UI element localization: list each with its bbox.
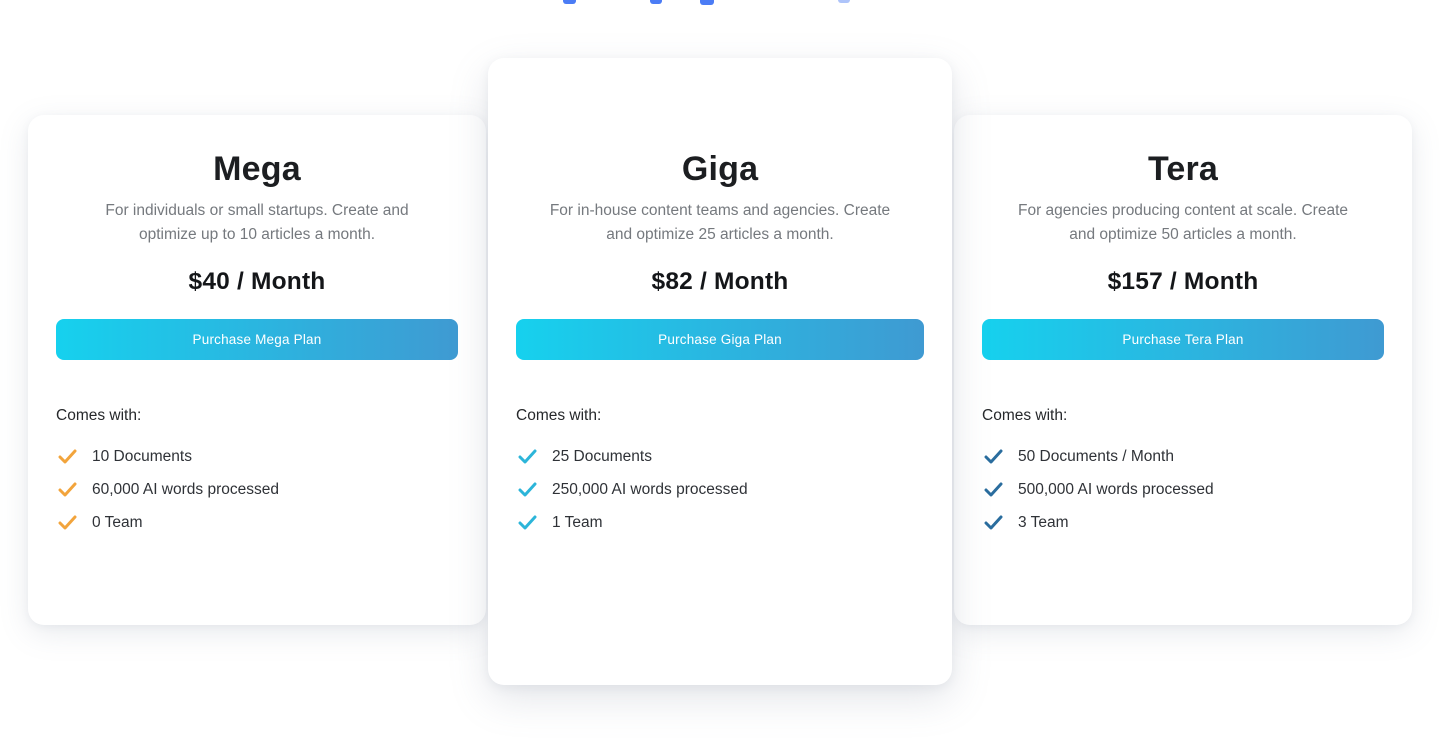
checkmark-icon: [58, 449, 77, 464]
plan-description: For in-house content teams and agencies.…: [549, 202, 891, 243]
feature-text: 60,000 AI words processed: [92, 480, 279, 498]
list-item: 10 Documents: [56, 440, 458, 473]
feature-text: 250,000 AI words processed: [552, 480, 748, 498]
plan-title: Giga: [681, 150, 759, 188]
price-amount: $40: [188, 268, 230, 295]
plan-price: $82 / Month: [516, 267, 924, 297]
list-item: 0 Team: [56, 506, 458, 539]
list-item: 25 Documents: [516, 440, 924, 473]
purchase-tera-plan-button[interactable]: Purchase Tera Plan: [982, 319, 1384, 360]
checkmark-icon: [58, 515, 77, 530]
plan-title: Mega: [213, 150, 301, 188]
feature-text: 25 Documents: [552, 447, 652, 465]
checkmark-icon: [984, 449, 1003, 464]
price-amount: $82: [651, 268, 693, 295]
plan-description: For agencies producing content at scale.…: [1018, 202, 1348, 243]
plan-price: $157/ Month: [982, 267, 1384, 297]
feature-list: 25 Documents 250,000 AI words processed …: [516, 440, 924, 539]
feature-text: 1 Team: [552, 513, 603, 531]
plan-price: $40 / Month: [56, 267, 458, 297]
feature-list: 50 Documents / Month 500,000 AI words pr…: [982, 440, 1384, 539]
comes-with-label: Comes with:: [982, 407, 1068, 424]
checkmark-icon: [518, 449, 537, 464]
cropped-heading-fragment: [563, 0, 576, 4]
cropped-heading-fragment: [838, 0, 850, 3]
list-item: 3 Team: [982, 506, 1384, 539]
comes-with-label: Comes with:: [516, 407, 602, 424]
feature-text: 0 Team: [92, 513, 143, 531]
feature-text: 3 Team: [1018, 513, 1069, 531]
cropped-heading-fragment: [700, 0, 714, 5]
plan-title: Tera: [1147, 150, 1219, 188]
price-amount: $157: [1107, 268, 1163, 295]
price-period: / Month: [237, 268, 326, 295]
plan-description: For individuals or small startups. Creat…: [105, 202, 409, 243]
checkmark-icon: [518, 515, 537, 530]
list-item: 60,000 AI words processed: [56, 473, 458, 506]
feature-list: 10 Documents 60,000 AI words processed 0…: [56, 440, 458, 539]
price-period: / Month: [1169, 268, 1259, 295]
cropped-heading-fragment: [650, 0, 662, 4]
purchase-giga-plan-button[interactable]: Purchase Giga Plan: [516, 319, 924, 360]
list-item: 50 Documents / Month: [982, 440, 1384, 473]
pricing-card-giga: Giga For in-house content teams and agen…: [488, 58, 952, 685]
checkmark-icon: [984, 482, 1003, 497]
comes-with-label: Comes with:: [56, 407, 142, 424]
pricing-card-tera: Tera For agencies producing content at s…: [954, 115, 1412, 625]
checkmark-icon: [58, 482, 77, 497]
feature-text: 500,000 AI words processed: [1018, 480, 1214, 498]
checkmark-icon: [984, 515, 1003, 530]
purchase-mega-plan-button[interactable]: Purchase Mega Plan: [56, 319, 458, 360]
feature-text: 10 Documents: [92, 447, 192, 465]
checkmark-icon: [518, 482, 537, 497]
list-item: 500,000 AI words processed: [982, 473, 1384, 506]
list-item: 1 Team: [516, 506, 924, 539]
pricing-card-mega: Mega For individuals or small startups. …: [28, 115, 486, 625]
feature-text: 50 Documents / Month: [1018, 447, 1174, 465]
price-period: / Month: [700, 268, 789, 295]
list-item: 250,000 AI words processed: [516, 473, 924, 506]
